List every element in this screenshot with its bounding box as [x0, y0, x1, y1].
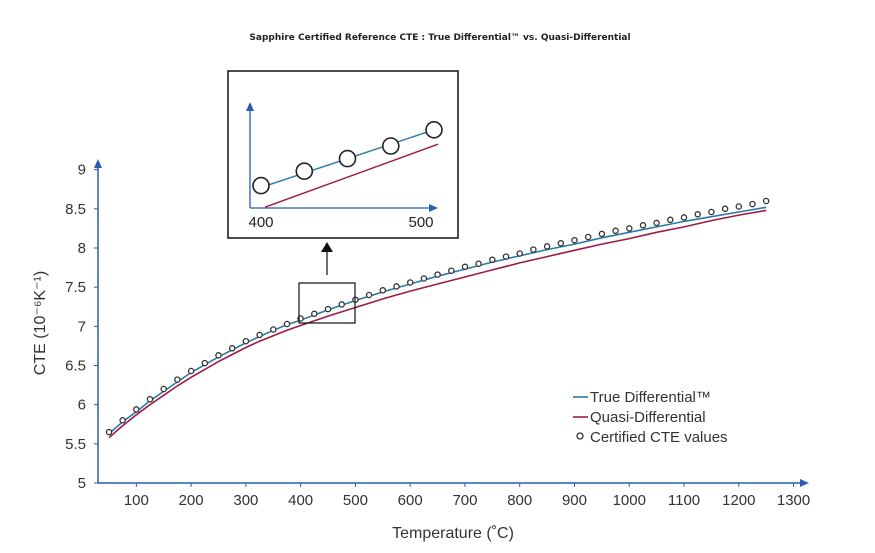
certified-point	[653, 219, 660, 227]
x-tick-labels: 100 200 300 400 500 600 700 800 900 1000 1100 1200 1…	[124, 483, 810, 509]
y-tick-label: 5.5	[65, 436, 86, 453]
certified-point	[228, 345, 236, 352]
certified-point	[119, 417, 126, 424]
legend: True Differential™ Quasi-Differential Ce…	[573, 389, 728, 446]
legend-label-certified: Certified CTE values	[590, 429, 728, 446]
x-tick-label: 700	[452, 492, 477, 509]
y-tick-label: 7.5	[65, 279, 86, 296]
inset-certified-point	[295, 162, 314, 180]
certified-point	[174, 376, 181, 383]
certified-point	[270, 326, 277, 333]
certified-point	[571, 236, 578, 244]
certified-point	[187, 367, 195, 375]
x-tick-label: 1000	[613, 492, 646, 509]
inset-certified-point	[252, 176, 270, 195]
y-tick-label: 6.5	[65, 358, 86, 375]
certified-point	[516, 250, 523, 257]
certified-point	[160, 385, 167, 393]
certified-point	[146, 395, 154, 403]
certified-point	[584, 233, 592, 241]
inset-certified-point	[381, 137, 400, 155]
certified-point	[489, 256, 496, 264]
certified-point	[762, 197, 770, 205]
certified-point	[311, 310, 318, 318]
zoom-region-box	[298, 282, 356, 324]
x-tick-label: 600	[398, 492, 423, 509]
inset-line-quasi-differential	[264, 143, 439, 208]
certified-point	[242, 337, 250, 345]
x-tick-label: 1100	[668, 492, 700, 509]
series-line-quasi-differential	[108, 209, 767, 439]
certified-point	[680, 214, 688, 221]
certified-point	[530, 246, 537, 253]
certified-point	[215, 352, 222, 359]
certified-point	[338, 301, 345, 308]
certified-point	[557, 240, 565, 247]
legend-swatch-certified	[576, 432, 584, 440]
certified-point	[420, 275, 428, 282]
certified-point	[749, 200, 756, 208]
x-tick-label: 100	[124, 492, 149, 509]
legend-label-true-differential: True Differential™	[590, 389, 711, 406]
x-tick-label: 800	[507, 492, 532, 509]
chart-title: Sapphire Certified Reference CTE : True …	[249, 33, 630, 43]
y-tick-labels: 5 5.5 6 6.5 7 7.5 8 8.5 9	[65, 162, 98, 492]
certified-point	[475, 260, 482, 267]
certified-point	[379, 287, 387, 294]
certified-point	[406, 279, 414, 286]
x-tick-label: 900	[562, 492, 587, 509]
certified-point	[721, 205, 729, 213]
certified-point	[283, 320, 291, 328]
zoom-pointer-arrowhead	[321, 242, 333, 252]
certified-point	[735, 203, 743, 210]
y-tick-label: 5	[78, 475, 86, 492]
certified-markers	[105, 197, 770, 436]
inset-certified-point	[338, 149, 357, 168]
certified-point	[694, 211, 701, 218]
y-tick-label: 6	[78, 397, 86, 414]
certified-point	[434, 271, 441, 278]
certified-point	[502, 253, 510, 260]
certified-point	[201, 359, 209, 367]
inset-tick-400: 400	[248, 214, 273, 231]
certified-point	[365, 291, 373, 299]
inset-certified-point	[425, 121, 443, 139]
certified-point	[598, 230, 606, 238]
y-axis-label: CTE (10⁻⁶K⁻¹)	[32, 271, 49, 375]
certified-point	[448, 267, 455, 274]
certified-point	[543, 243, 551, 250]
certified-point	[324, 305, 332, 313]
certified-point	[393, 283, 400, 290]
x-tick-label: 1300	[777, 492, 810, 509]
certified-point	[461, 263, 469, 271]
legend-label-quasi-differential: Quasi-Differential	[590, 409, 706, 426]
y-tick-label: 8	[78, 240, 86, 257]
certified-point	[667, 216, 674, 224]
certified-point	[612, 227, 619, 235]
x-tick-label: 500	[343, 492, 368, 509]
x-axis-label: Temperature (˚C)	[392, 525, 514, 542]
x-tick-label: 200	[179, 492, 204, 509]
certified-point	[133, 406, 140, 413]
certified-point	[639, 222, 647, 229]
x-tick-label: 1200	[722, 492, 755, 509]
certified-point	[708, 208, 715, 216]
x-tick-label: 300	[233, 492, 258, 509]
inset-zoom-panel: 400 500	[227, 70, 459, 239]
certified-point	[626, 225, 633, 232]
y-tick-label: 9	[78, 162, 86, 179]
y-tick-label: 7	[78, 318, 86, 335]
y-tick-label: 8.5	[65, 201, 86, 218]
inset-tick-500: 500	[408, 214, 433, 231]
x-tick-label: 400	[288, 492, 313, 509]
inset-certified-markers	[252, 121, 443, 195]
certified-point	[105, 428, 113, 436]
certified-point	[256, 331, 263, 339]
